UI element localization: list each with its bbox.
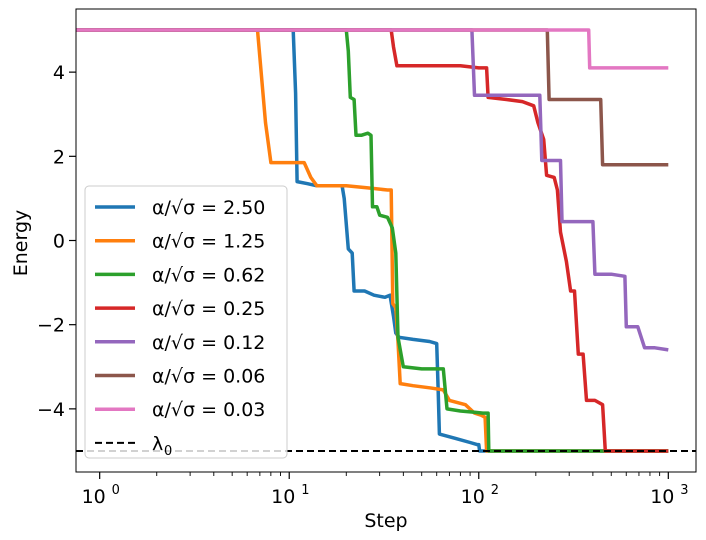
legend-label-3: α/√σ = 0.25 bbox=[152, 298, 265, 320]
x-tick-exponent: 1 bbox=[301, 483, 309, 498]
legend-label-1: α/√σ = 1.25 bbox=[152, 231, 265, 253]
legend-label-reference: λ bbox=[152, 433, 163, 455]
x-tick-exponent: 0 bbox=[112, 483, 120, 498]
series-line-3 bbox=[76, 28, 669, 453]
y-tick-label: 4 bbox=[53, 62, 65, 84]
x-tick-label: 10 bbox=[461, 486, 485, 508]
x-tick-label: 10 bbox=[271, 486, 295, 508]
series-line-2 bbox=[76, 28, 669, 453]
x-tick-exponent: 3 bbox=[680, 483, 688, 498]
x-tick-label: 10 bbox=[650, 486, 674, 508]
legend-label-4: α/√σ = 0.12 bbox=[152, 332, 265, 354]
series-layer bbox=[76, 28, 696, 453]
y-tick-label: 2 bbox=[53, 146, 65, 168]
x-tick-label: 10 bbox=[82, 486, 106, 508]
y-tick-label: −4 bbox=[37, 399, 65, 421]
legend-box bbox=[84, 185, 288, 459]
legend-label-0: α/√σ = 2.50 bbox=[152, 197, 265, 219]
legend: α/√σ = 2.50 α/√σ = 1.25 α/√σ = 0.62 α/√σ = … bbox=[84, 185, 288, 459]
legend-label-reference-subscript: 0 bbox=[164, 444, 172, 459]
x-axis-label: Step bbox=[364, 510, 407, 532]
y-tick-label: 0 bbox=[53, 231, 65, 253]
x-axis-ticks: 10 0 10 1 10 2 10 3 bbox=[82, 472, 689, 508]
series-line-5 bbox=[76, 28, 669, 167]
legend-label-5: α/√σ = 0.06 bbox=[152, 366, 265, 388]
x-tick-exponent: 2 bbox=[491, 483, 499, 498]
y-tick-label: −2 bbox=[37, 315, 65, 337]
legend-label-2: α/√σ = 0.62 bbox=[152, 264, 265, 286]
series-line-4 bbox=[76, 28, 669, 352]
legend-label-6: α/√σ = 0.03 bbox=[152, 399, 265, 421]
y-axis-ticks: −4 −2 0 2 4 bbox=[37, 62, 76, 421]
series-line-6 bbox=[76, 28, 669, 70]
y-axis-label: Energy bbox=[10, 210, 32, 277]
